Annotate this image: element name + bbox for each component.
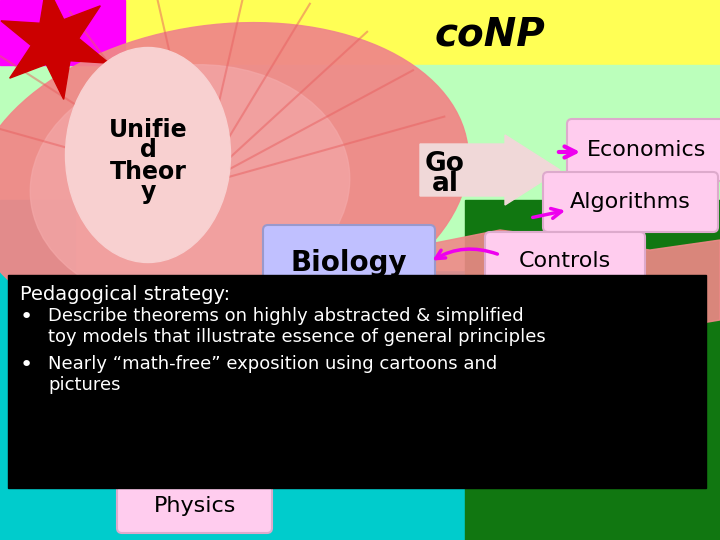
Text: Unifie: Unifie [109,118,187,142]
Text: Controls: Controls [519,251,611,271]
Text: Economics: Economics [588,140,707,160]
Text: •: • [20,355,33,375]
Text: coNP: coNP [435,16,545,54]
Bar [0,200,75,540]
FancyBboxPatch shape [117,479,272,533]
Text: Pedagogical strategy:: Pedagogical strategy: [20,285,230,304]
Bar [0,65,720,270]
Text: y: y [140,180,156,204]
FancyBboxPatch shape [263,225,435,300]
Polygon shape [1,0,109,99]
Text: toy models that illustrate essence of general principles: toy models that illustrate essence of ge… [48,328,546,346]
Text: Theor: Theor [109,160,186,184]
FancyBboxPatch shape [543,172,718,232]
Text: Describe theorems on highly abstracted & simplified: Describe theorems on highly abstracted &… [48,307,523,325]
FancyBboxPatch shape [567,119,720,181]
Text: Go: Go [425,151,465,177]
Text: pictures: pictures [48,376,120,394]
Ellipse shape [0,23,469,338]
Ellipse shape [30,65,350,305]
Text: Nearly “math-free” exposition using cartoons and: Nearly “math-free” exposition using cart… [48,355,498,373]
Text: •: • [20,307,33,327]
Bar [8,275,706,488]
Text: Biology: Biology [291,249,408,277]
Bar [0,0,125,65]
Bar [0,0,720,65]
Bar [465,200,720,540]
Text: Physics: Physics [154,496,236,516]
Text: al: al [431,171,459,197]
FancyArrow shape [420,135,560,205]
FancyBboxPatch shape [485,232,645,290]
Polygon shape [350,230,720,340]
Text: d: d [140,138,156,162]
Ellipse shape [66,48,230,262]
Text: Algorithms: Algorithms [570,192,690,212]
